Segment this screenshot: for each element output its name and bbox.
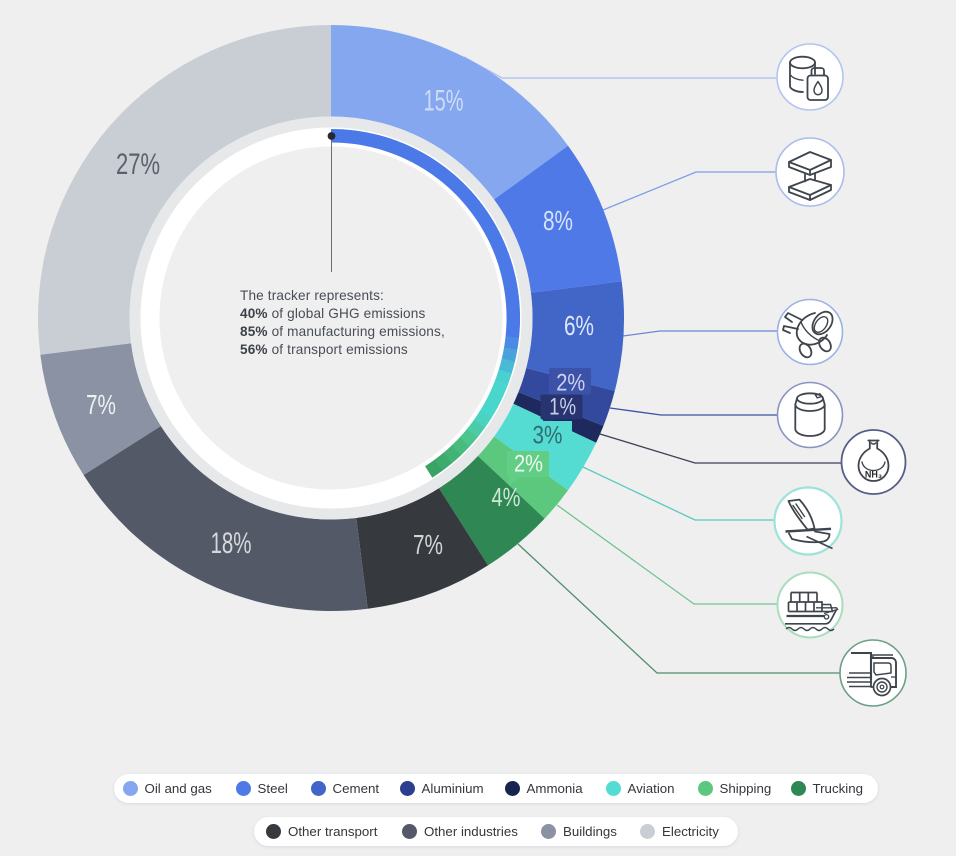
svg-text:27%: 27% <box>116 148 160 181</box>
svg-text:4%: 4% <box>492 482 521 512</box>
svg-text:1%: 1% <box>549 394 576 421</box>
svg-text:18%: 18% <box>211 527 252 560</box>
svg-text:NH₃: NH₃ <box>865 470 882 480</box>
svg-text:15%: 15% <box>424 85 464 118</box>
svg-text:6%: 6% <box>564 310 594 341</box>
svg-text:2%: 2% <box>514 451 543 478</box>
svg-text:3%: 3% <box>533 422 563 450</box>
svg-text:7%: 7% <box>86 389 116 420</box>
svg-text:2%: 2% <box>556 370 585 397</box>
svg-text:8%: 8% <box>543 205 573 236</box>
svg-text:7%: 7% <box>413 529 443 560</box>
